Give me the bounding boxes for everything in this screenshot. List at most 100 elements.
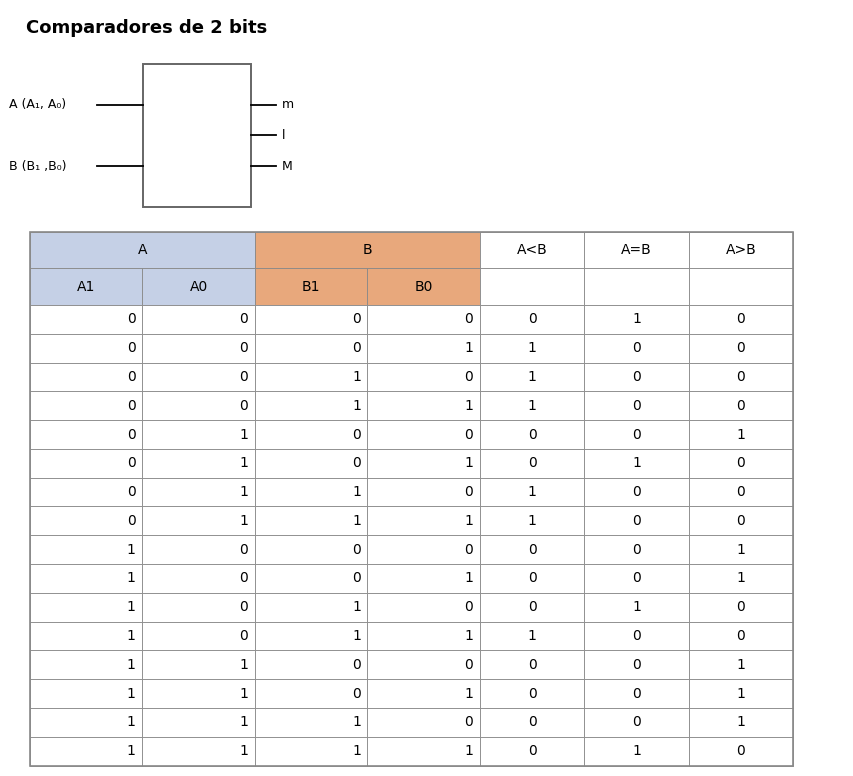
Bar (688, 535, 792, 564)
Text: 1: 1 (735, 571, 745, 585)
Text: 0: 0 (351, 571, 361, 585)
Bar (479, 535, 583, 564)
Bar (367, 736, 479, 766)
Bar (142, 622, 254, 650)
Text: 1: 1 (239, 687, 248, 701)
Bar (479, 736, 583, 766)
Text: 1: 1 (239, 658, 248, 672)
Bar (688, 736, 792, 766)
Bar (367, 391, 479, 420)
Text: 0: 0 (735, 370, 745, 384)
Text: 1: 1 (527, 399, 536, 413)
Bar (30, 420, 142, 449)
Bar (688, 420, 792, 449)
Text: 1: 1 (464, 456, 473, 470)
Bar (30, 507, 142, 535)
Text: 1: 1 (351, 744, 361, 758)
Bar (688, 362, 792, 391)
Bar (583, 420, 688, 449)
Text: 0: 0 (464, 658, 473, 672)
Text: 1: 1 (631, 456, 640, 470)
Bar (479, 507, 583, 535)
Bar (254, 362, 367, 391)
Bar (30, 679, 142, 708)
Bar (30, 391, 142, 420)
Bar (688, 334, 792, 362)
Text: 1: 1 (527, 341, 536, 355)
Bar (583, 478, 688, 507)
Bar (30, 708, 142, 736)
Bar (583, 593, 688, 622)
Text: 0: 0 (527, 600, 536, 615)
Text: 1: 1 (464, 571, 473, 585)
Bar (583, 708, 688, 736)
Bar (254, 391, 367, 420)
Text: 0: 0 (351, 428, 361, 442)
Text: 0: 0 (464, 428, 473, 442)
Text: 1: 1 (127, 542, 136, 556)
Bar (479, 231, 583, 268)
Bar (30, 231, 254, 268)
Bar (479, 305, 583, 334)
Bar (583, 268, 688, 305)
Text: 1: 1 (735, 428, 745, 442)
Text: 0: 0 (735, 744, 745, 758)
Text: 1: 1 (351, 715, 361, 729)
Text: 0: 0 (735, 399, 745, 413)
Text: 1: 1 (464, 341, 473, 355)
Text: 0: 0 (735, 485, 745, 499)
Text: 1: 1 (351, 485, 361, 499)
Bar (367, 507, 479, 535)
Bar (367, 622, 479, 650)
Text: 0: 0 (631, 629, 640, 643)
Bar (479, 478, 583, 507)
Bar (30, 268, 142, 305)
Bar (142, 650, 254, 679)
Text: 0: 0 (127, 485, 136, 499)
Bar (142, 535, 254, 564)
Bar (479, 650, 583, 679)
Bar (688, 593, 792, 622)
Bar (30, 449, 142, 478)
Bar (479, 449, 583, 478)
Bar (30, 362, 142, 391)
Text: 1: 1 (464, 399, 473, 413)
Text: m: m (281, 98, 293, 111)
Bar (142, 334, 254, 362)
Bar (254, 231, 479, 268)
Text: 1: 1 (239, 715, 248, 729)
Text: 0: 0 (631, 370, 640, 384)
Bar (254, 478, 367, 507)
Text: 0: 0 (127, 399, 136, 413)
Text: 1: 1 (239, 485, 248, 499)
Text: 0: 0 (464, 370, 473, 384)
Text: 0: 0 (735, 514, 745, 528)
Bar (479, 362, 583, 391)
Bar (30, 650, 142, 679)
Text: 1: 1 (239, 456, 248, 470)
Bar (583, 391, 688, 420)
Text: 0: 0 (631, 542, 640, 556)
Text: 0: 0 (464, 600, 473, 615)
Text: 1: 1 (464, 687, 473, 701)
Text: 1: 1 (127, 600, 136, 615)
Text: 1: 1 (127, 715, 136, 729)
Bar (254, 507, 367, 535)
Bar (367, 449, 479, 478)
Text: 0: 0 (631, 428, 640, 442)
Bar (583, 305, 688, 334)
Text: 1: 1 (735, 658, 745, 672)
Text: 1: 1 (735, 715, 745, 729)
Text: 1: 1 (527, 514, 536, 528)
Bar (688, 391, 792, 420)
Text: 0: 0 (127, 456, 136, 470)
Text: 1: 1 (735, 542, 745, 556)
Bar (367, 564, 479, 593)
Text: 0: 0 (735, 600, 745, 615)
Text: 1: 1 (464, 514, 473, 528)
Bar (142, 564, 254, 593)
Text: 0: 0 (127, 313, 136, 327)
Bar (688, 449, 792, 478)
Bar (367, 679, 479, 708)
Text: 0: 0 (351, 456, 361, 470)
